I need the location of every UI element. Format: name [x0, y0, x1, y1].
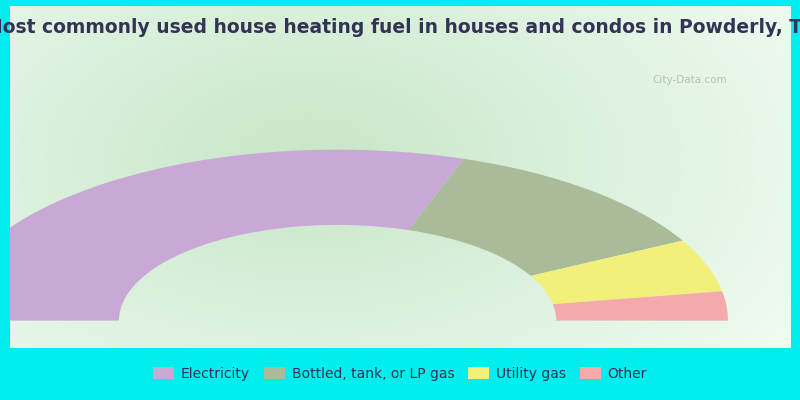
Wedge shape: [530, 241, 722, 304]
Wedge shape: [0, 150, 464, 321]
Wedge shape: [408, 159, 682, 276]
Text: Most commonly used house heating fuel in houses and condos in Powderly, TX: Most commonly used house heating fuel in…: [0, 18, 800, 37]
Wedge shape: [553, 291, 728, 321]
Legend: Electricity, Bottled, tank, or LP gas, Utility gas, Other: Electricity, Bottled, tank, or LP gas, U…: [153, 367, 647, 381]
Text: City-Data.com: City-Data.com: [652, 75, 726, 85]
